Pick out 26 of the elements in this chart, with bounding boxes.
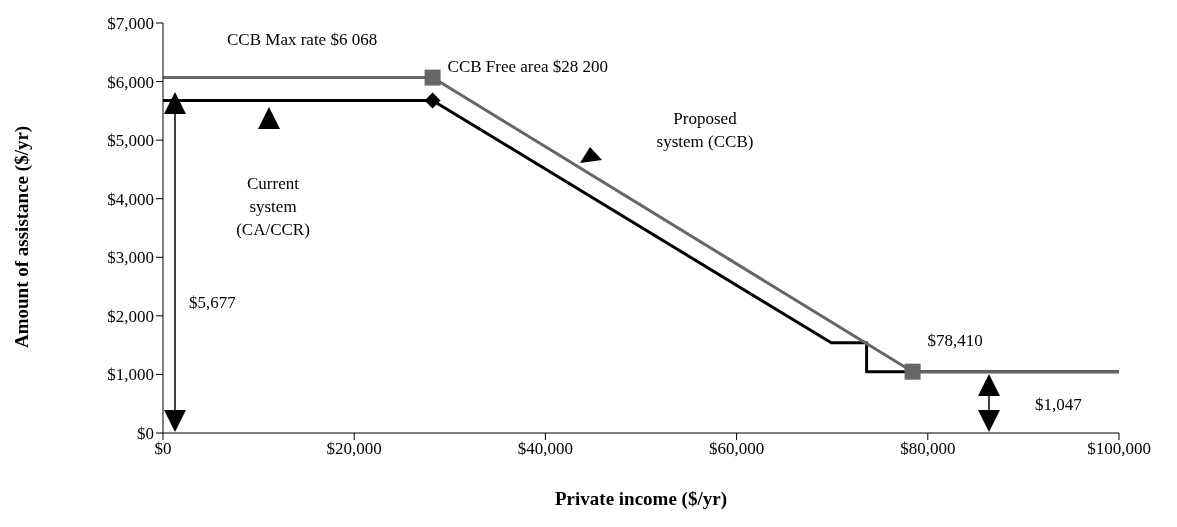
annotation: Current system (CA/CCR) [236,174,310,239]
x-tick-label: $0 [154,439,172,459]
y-tick-label: $7,000 [107,14,154,34]
annotation: $5,677 [189,293,237,312]
x-axis-title: Private income ($/yr) [555,488,727,510]
y-tick-label: $0 [137,424,154,444]
x-tick-label: $20,000 [326,439,382,459]
annotation: $1,047 [1035,395,1083,414]
y-tick-label: $3,000 [107,248,154,268]
y-tick-label: $6,000 [107,72,154,92]
annotation: $78,410 [927,330,983,350]
y-tick-label: $2,000 [107,306,154,326]
point [424,92,441,109]
y-tick-label: $5,000 [107,131,154,151]
point [904,363,921,380]
y-axis-title: Amount of assistance ($/yr) [10,125,33,348]
annotation: CCB Free area $28 200 [447,56,609,76]
x-tick-label: $60,000 [708,439,765,459]
x-tick-label: $80,000 [900,439,956,459]
annotation: CCB Max rate $6 068 [227,30,378,49]
y-tick-label: $1,000 [107,365,154,385]
annotation: Proposed system (CCB) [656,109,754,151]
x-tick-label: $40,000 [517,439,574,459]
x-tick-label: $100,000 [1087,439,1151,459]
y-tick-label: $4,000 [107,189,154,209]
point [424,69,441,86]
